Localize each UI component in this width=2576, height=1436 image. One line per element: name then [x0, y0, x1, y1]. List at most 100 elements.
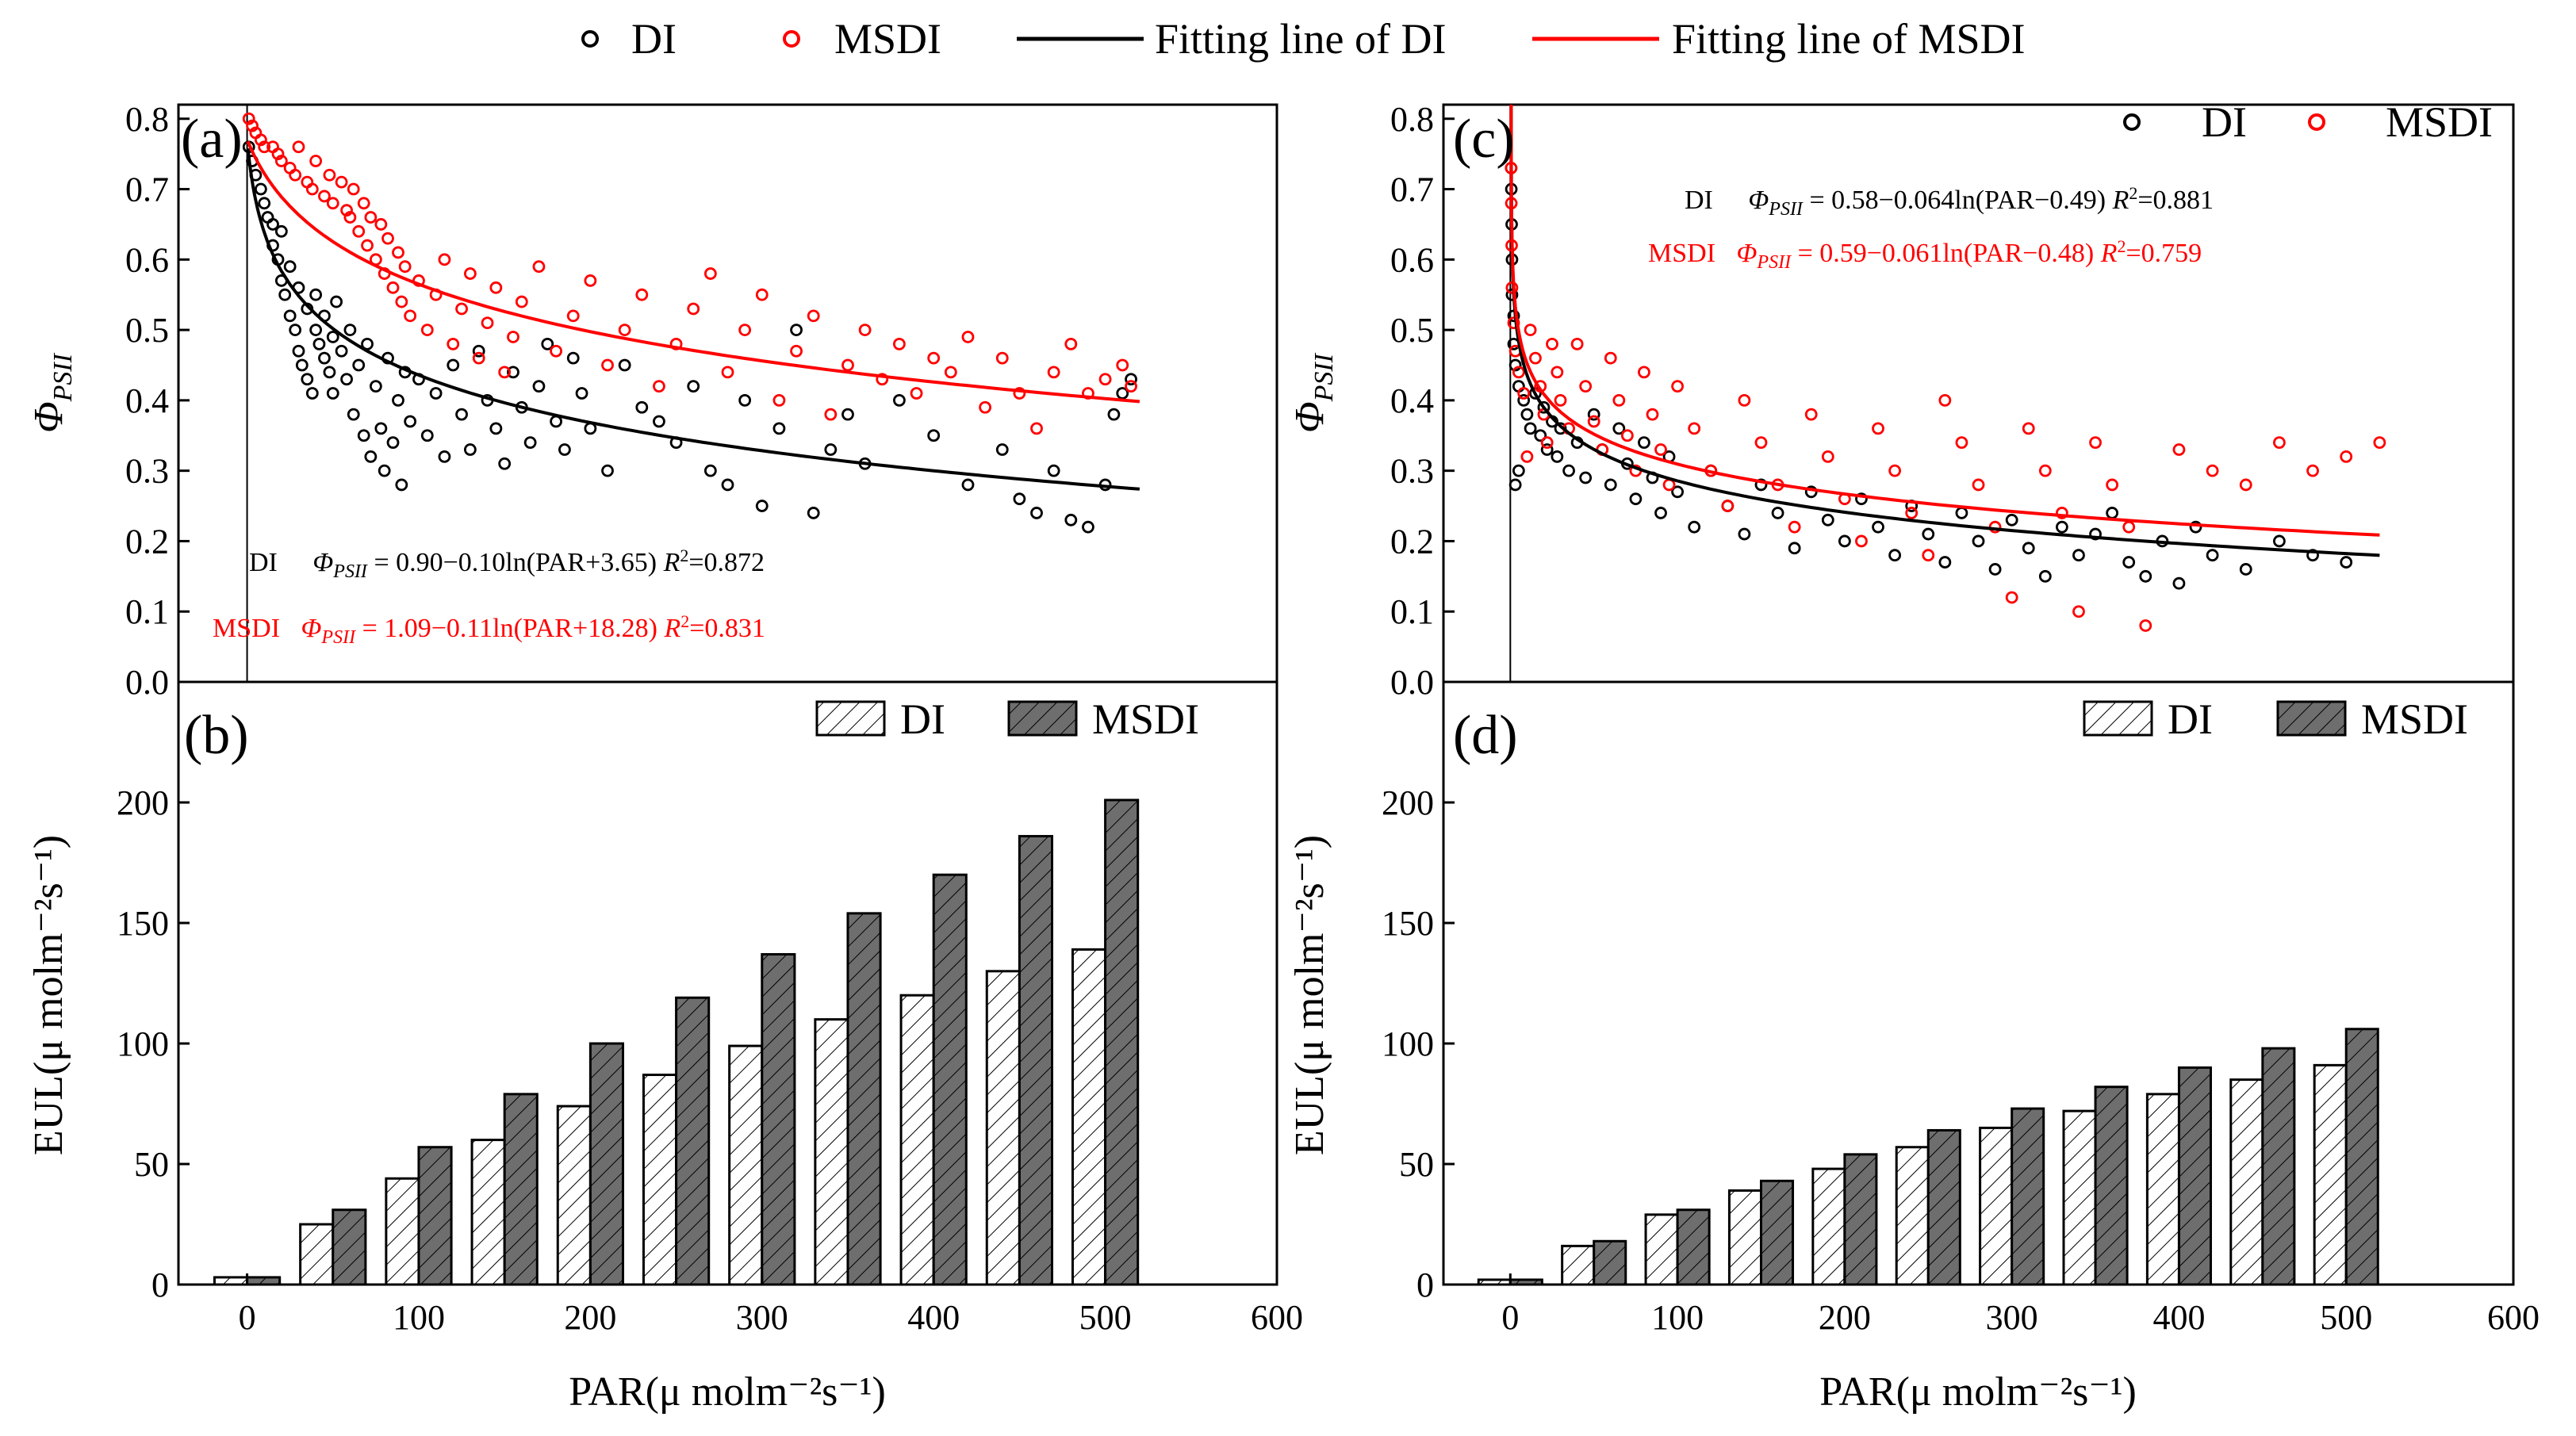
- point-a-di-94: [1107, 408, 1121, 421]
- xtick-label-d-6: 600: [2487, 1298, 2540, 1337]
- point-c-msdi-34: [1738, 393, 1751, 407]
- point-a-di-89: [1030, 507, 1043, 519]
- point-c-msdi-50: [2005, 591, 2018, 604]
- xtick-label-d-2: 200: [1819, 1298, 1871, 1337]
- point-a-di-11: [278, 288, 292, 301]
- point-a-di-30: [335, 344, 348, 358]
- point-a-msdi-69: [910, 387, 923, 400]
- bar-d-msdi-200: [1843, 1153, 1878, 1286]
- point-a-di-16: [292, 344, 305, 358]
- panel-d-legend-msdi: MSDI: [2361, 695, 2468, 743]
- point-a-di-57: [498, 457, 512, 470]
- point-c-di-16: [1537, 400, 1551, 414]
- point-c-msdi-57: [2122, 520, 2136, 534]
- xtick-label-d-4: 400: [2152, 1298, 2205, 1337]
- point-c-di-55: [2022, 542, 2035, 555]
- panel-d-xticks: 0 100 200 300 400 500 600: [1501, 1273, 2540, 1337]
- point-c-di-49: [1922, 527, 1935, 541]
- ytick-label-a-2: 0.2: [125, 522, 169, 561]
- ytick-label-c-5: 0.5: [1390, 311, 1434, 350]
- point-a-di-49: [429, 387, 443, 400]
- panel-c-legend-di: DI: [2202, 98, 2247, 146]
- point-a-msdi-63: [807, 309, 820, 323]
- point-a-msdi-20: [347, 182, 360, 196]
- point-a-di-65: [566, 351, 580, 365]
- point-a-di-27: [326, 331, 339, 343]
- point-a-msdi-12: [305, 182, 319, 196]
- point-a-msdi-0: [242, 112, 255, 125]
- point-a-msdi-39: [455, 302, 468, 316]
- panel-c-legend-msdi: MSDI: [2386, 98, 2493, 146]
- eq-a-di-label: DI: [249, 548, 278, 577]
- point-c-msdi-14: [1546, 337, 1558, 350]
- point-a-di-23: [312, 337, 326, 350]
- panel-d-frame: [1442, 680, 2515, 1286]
- point-c-msdi-26: [1638, 366, 1650, 379]
- point-a-di-34: [352, 358, 366, 372]
- ytick-label-d-0: 0: [1416, 1266, 1434, 1304]
- point-c-di-61: [2122, 556, 2136, 569]
- panel-d-marks: [1477, 1028, 2379, 1286]
- ytick-label-a-4: 0.4: [125, 381, 169, 420]
- point-c-msdi-35: [1754, 436, 1768, 450]
- point-a-msdi-70: [927, 351, 941, 365]
- point-a-di-38: [369, 380, 382, 393]
- point-c-msdi-8: [1520, 450, 1534, 463]
- point-a-di-4: [258, 197, 271, 210]
- bar-d-di-300: [1979, 1126, 2014, 1286]
- ytick-label-d-1: 50: [1399, 1145, 1434, 1184]
- xtick-label-d-1: 100: [1651, 1298, 1704, 1337]
- ytick-label-b-4: 200: [117, 783, 169, 822]
- bar-b-di-300: [728, 1044, 764, 1286]
- bar-d-di-350: [2062, 1109, 2097, 1286]
- point-c-di-8: [1508, 478, 1522, 492]
- ytick-label-b-1: 50: [134, 1145, 169, 1184]
- point-c-di-15: [1534, 429, 1547, 442]
- point-a-msdi-64: [824, 408, 838, 421]
- point-c-di-19: [1551, 450, 1564, 463]
- point-a-msdi-80: [1098, 373, 1112, 386]
- point-c-di-38: [1738, 527, 1751, 541]
- xtick-label-d-5: 500: [2320, 1298, 2372, 1337]
- point-a-di-81: [824, 443, 838, 456]
- panel-c-legend: DI MSDI: [2123, 98, 2493, 146]
- point-c-di-45: [1855, 492, 1868, 506]
- point-a-di-82: [841, 408, 854, 421]
- point-c-di-11: [1517, 393, 1531, 407]
- point-a-msdi-24: [364, 211, 378, 224]
- eq-a-di-text: = 0.90−0.10ln(PAR+3.65): [367, 548, 664, 577]
- point-a-msdi-65: [841, 358, 854, 372]
- point-c-msdi-48: [1972, 478, 1985, 492]
- point-a-msdi-52: [618, 324, 631, 336]
- ytick-label-a-0: 0.0: [125, 663, 169, 702]
- xtick-label-d-0: 0: [1501, 1298, 1519, 1337]
- point-a-di-22: [309, 288, 323, 301]
- point-a-msdi-74: [995, 351, 1009, 365]
- point-a-msdi-1: [246, 119, 259, 132]
- panel-b-marks: [213, 798, 1140, 1286]
- top-legend: DI MSDI Fitting line of DI Fitting line …: [581, 15, 2026, 63]
- point-a-di-54: [472, 344, 485, 358]
- point-c-msdi-6: [1512, 366, 1525, 379]
- panel-c-marks: [1505, 105, 2386, 682]
- eq-a-msdi-phi: Φ: [301, 614, 322, 643]
- legend-di-label: DI: [631, 15, 677, 63]
- point-a-di-61: [532, 380, 546, 393]
- panel-b: 0 50 100 150 200 0 100 200 300 400 500 600 (b) DI …: [26, 680, 1303, 1415]
- point-a-msdi-10: [292, 140, 305, 154]
- point-c-di-44: [1838, 534, 1851, 548]
- point-c-msdi-16: [1554, 393, 1567, 407]
- point-a-msdi-57: [703, 267, 717, 280]
- bar-b-msdi-100: [417, 1146, 453, 1286]
- point-c-msdi-37: [1788, 520, 1801, 534]
- eq-a-di-phi: Φ: [312, 548, 333, 577]
- point-a-di-19: [301, 373, 314, 386]
- xtick-label-b-2: 200: [564, 1298, 616, 1337]
- point-c-msdi-30: [1671, 380, 1684, 393]
- panel-c-ylabel: ΦPSII: [1287, 352, 1339, 433]
- point-c-di-66: [2206, 549, 2219, 562]
- ytick-label-d-2: 100: [1382, 1024, 1434, 1063]
- point-a-msdi-77: [1047, 366, 1060, 379]
- point-c-msdi-23: [1612, 393, 1626, 407]
- point-c-di-32: [1654, 507, 1667, 519]
